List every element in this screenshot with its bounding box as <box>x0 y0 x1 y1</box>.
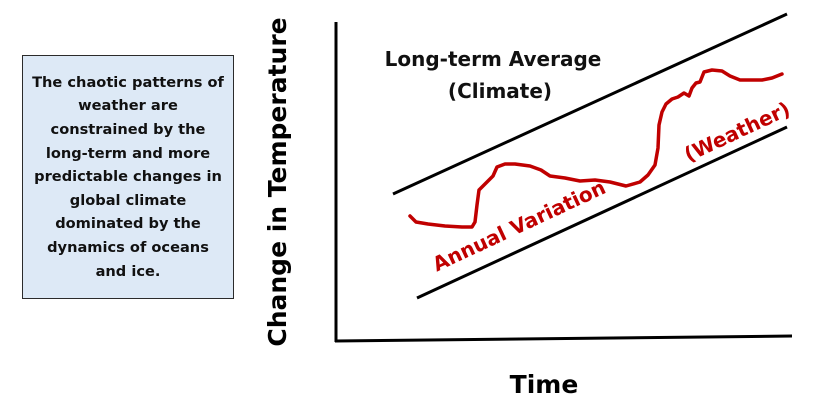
x-axis-label: Time <box>510 370 579 399</box>
climate-label-line2: (Climate) <box>448 79 552 103</box>
climate-upper-bound-line <box>392 12 788 196</box>
explanation-note-box: The chaotic patterns of weather are cons… <box>22 55 234 299</box>
y-axis-label: Change in Temperature <box>263 17 292 346</box>
x-axis <box>334 334 793 343</box>
weather-variation-curve <box>408 68 784 229</box>
climate-lower-bound-line <box>416 125 788 300</box>
climate-label-line1: Long-term Average <box>385 47 602 71</box>
explanation-note-text: The chaotic patterns of weather are cons… <box>32 73 224 280</box>
